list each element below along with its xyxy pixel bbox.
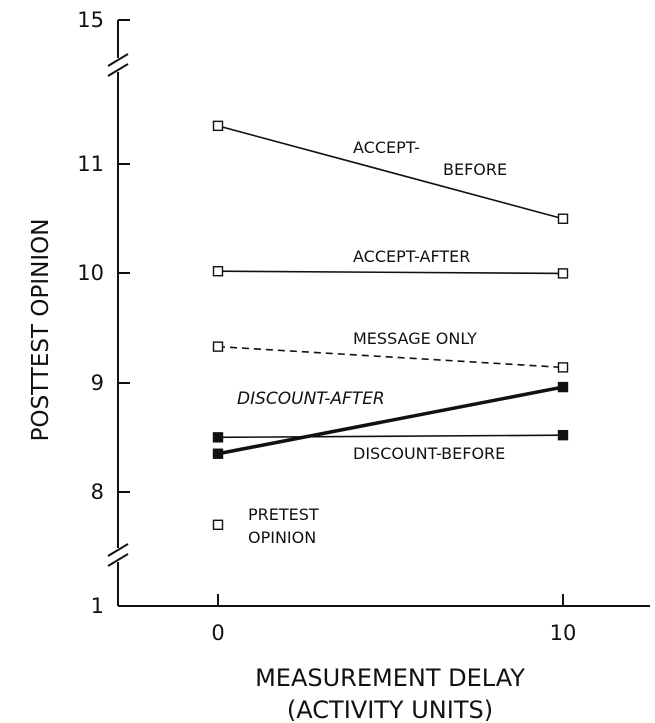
series-point-accept-after-0 xyxy=(212,266,224,277)
series-point-discount-after-1 xyxy=(557,381,569,393)
series-point-discount-before-0 xyxy=(212,432,224,443)
series-point-accept-before-1 xyxy=(557,213,569,224)
series-line-accept-before xyxy=(217,125,564,220)
y-axis-bottom-break-2 xyxy=(107,553,129,567)
series-line-accept-after xyxy=(217,270,564,275)
y-tick-label-10: 10 xyxy=(77,261,104,285)
y-ticks: 15 11 10 9 8 1 xyxy=(77,8,130,618)
y-axis-bottom-break-1 xyxy=(107,543,129,557)
y-tick-label-1: 1 xyxy=(91,594,104,618)
x-axis-label-line2: (ACTIVITY UNITS) xyxy=(287,696,493,723)
pretest-opinion-label-1: PRETEST xyxy=(248,505,319,524)
y-axis-top-break-1 xyxy=(107,53,129,67)
accept-before-label-1: ACCEPT- xyxy=(353,138,420,157)
y-tick-label-11: 11 xyxy=(77,152,104,176)
series-point-accept-before-0 xyxy=(212,120,224,132)
accept-before-label-2: BEFORE xyxy=(443,160,507,179)
series-group xyxy=(212,120,569,530)
y-tick-label-15: 15 xyxy=(77,8,104,32)
x-tick-label-10: 10 xyxy=(550,621,577,645)
y-tick-label-9: 9 xyxy=(91,371,104,395)
series-point-discount-after-0 xyxy=(212,448,224,459)
series-line-message-only xyxy=(217,345,564,369)
series-point-message-only-0 xyxy=(212,341,224,352)
message-only-label: MESSAGE ONLY xyxy=(353,329,477,348)
discount-after-label: DISCOUNT-AFTER xyxy=(237,389,385,409)
x-axis-label-line1: MEASUREMENT DELAY xyxy=(255,664,525,692)
accept-after-label: ACCEPT-AFTER xyxy=(353,247,470,266)
x-tick-label-0: 0 xyxy=(211,621,224,645)
pretest-opinion-label-2: OPINION xyxy=(248,528,316,547)
discount-before-label: DISCOUNT-BEFORE xyxy=(353,444,505,463)
series-point-accept-after-1 xyxy=(557,268,569,279)
y-axis-label: POSTTEST OPINION xyxy=(28,219,54,442)
series-point-message-only-1 xyxy=(557,362,569,373)
x-ticks: 0 10 xyxy=(211,594,576,645)
series-line-discount-after xyxy=(217,385,564,456)
series-point-discount-before-1 xyxy=(557,429,569,441)
y-tick-label-8: 8 xyxy=(91,480,104,504)
point-pretest-opinion xyxy=(212,519,224,530)
series-line-discount-before xyxy=(217,434,564,439)
y-axis-top-break-2 xyxy=(107,63,129,77)
